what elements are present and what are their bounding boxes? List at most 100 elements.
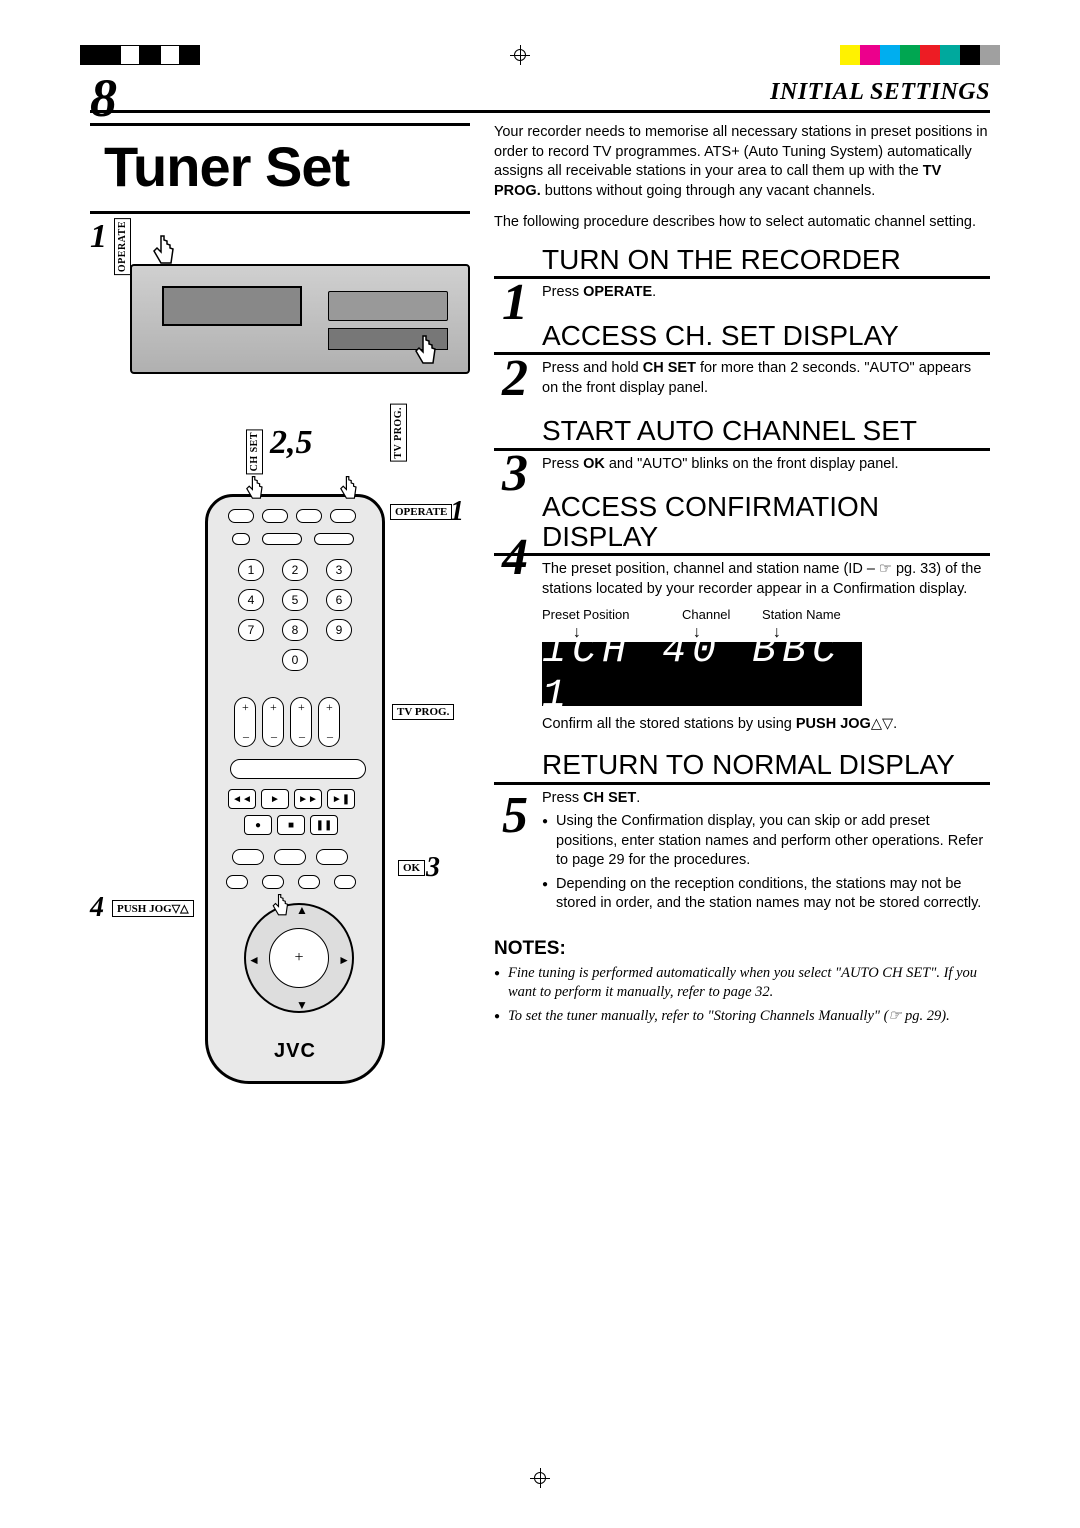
step-1: 1 TURN ON THE RECORDER Press OPERATE. xyxy=(494,245,990,303)
label-ok: OK xyxy=(398,860,425,876)
notes-heading: NOTES: xyxy=(494,938,990,960)
step-body: Press and hold CH SET for more than 2 se… xyxy=(494,359,990,398)
rewind-icon: ◄◄ xyxy=(228,789,256,809)
callout-3: 3 xyxy=(426,852,440,884)
numpad-key: 0 xyxy=(282,649,308,671)
label-tvprog-vertical: TV PROG. xyxy=(390,404,407,462)
callout-4: 4 xyxy=(90,892,104,924)
crosshair-icon xyxy=(530,1468,550,1488)
remote-rocker xyxy=(262,697,284,747)
hand-pointer-icon xyxy=(268,893,292,923)
notes-item: Fine tuning is performed automatically w… xyxy=(494,964,990,1003)
numpad-key: 9 xyxy=(326,619,352,641)
step-bullets: Using the Confirmation display, you can … xyxy=(542,812,990,914)
step-body: Press OPERATE. xyxy=(494,283,990,303)
step-number: 5 xyxy=(492,786,538,845)
remote-button xyxy=(262,509,288,523)
page-content: 8 INITIAL SETTINGS Tuner Set 1 OPERATE xyxy=(90,110,990,1204)
remote-button xyxy=(330,509,356,523)
remote-button xyxy=(228,509,254,523)
header-rule: 8 INITIAL SETTINGS xyxy=(90,110,990,113)
step-4: 4 ACCESS CONFIRMATION DISPLAY The preset… xyxy=(494,492,990,732)
remote-brand: JVC xyxy=(208,1040,382,1063)
numpad-key: 7 xyxy=(238,619,264,641)
display-labels: Preset Position Channel Station Name xyxy=(494,607,990,622)
notes-item: To set the tuner manually, refer to "Sto… xyxy=(494,1007,990,1027)
hand-pointer-icon xyxy=(148,234,178,274)
step-number: 2 xyxy=(492,349,538,408)
page-number: 8 xyxy=(90,67,117,129)
step-title: TURN ON THE RECORDER xyxy=(494,245,990,279)
intro-paragraph-2: The following procedure describes how to… xyxy=(494,213,990,233)
numpad-key: 5 xyxy=(282,589,308,611)
step-number: 4 xyxy=(492,528,538,587)
callout-1-top: 1 xyxy=(90,218,107,256)
step-body: The preset position, channel and station… xyxy=(494,560,990,599)
step-body: Press CH SET. Using the Confirmation dis… xyxy=(494,789,990,914)
remote-button xyxy=(232,849,264,865)
print-registration-marks xyxy=(0,40,1080,70)
pause-icon: ►❚ xyxy=(327,789,355,809)
vcr-cassette-slot xyxy=(162,286,302,326)
display-text: 1CH 40 BBC 1 xyxy=(542,629,862,719)
page-title: Tuner Set xyxy=(104,134,470,199)
remote-button xyxy=(262,533,302,545)
numpad-key: 3 xyxy=(326,559,352,581)
numpad-key: 6 xyxy=(326,589,352,611)
hand-pointer-icon xyxy=(336,475,360,507)
remote-button xyxy=(296,509,322,523)
down-arrow-icon: ↓ xyxy=(772,624,788,642)
remote-jog-center: + xyxy=(269,928,329,988)
step-title: START AUTO CHANNEL SET xyxy=(494,416,990,450)
hand-pointer-icon xyxy=(242,475,266,507)
bullet-item: Using the Confirmation display, you can … xyxy=(542,812,990,871)
diagram-area: 1 OPERATE 2,5 CH SET TV PROG. xyxy=(90,224,470,1204)
left-column: Tuner Set 1 OPERATE 2,5 xyxy=(90,123,470,1204)
remote-rocker xyxy=(290,697,312,747)
pause2-icon: ❚❚ xyxy=(310,815,338,835)
step-3: 3 START AUTO CHANNEL SET Press OK and "A… xyxy=(494,416,990,474)
remote-rocker xyxy=(234,697,256,747)
hand-pointer-icon xyxy=(410,334,440,374)
step-2: 2 ACCESS CH. SET DISPLAY Press and hold … xyxy=(494,321,990,399)
remote-button xyxy=(232,533,250,545)
lcd-display-panel: ↓ ↓ ↓ 1CH 40 BBC 1 xyxy=(542,642,862,706)
ffwd-icon: ►► xyxy=(294,789,322,809)
play-icon: ► xyxy=(261,789,289,809)
section-label: INITIAL SETTINGS xyxy=(770,79,990,106)
label-chset-vertical: CH SET xyxy=(246,429,263,474)
numpad-key: 1 xyxy=(238,559,264,581)
callout-2-5: 2,5 xyxy=(270,424,313,462)
remote-button xyxy=(274,849,306,865)
remote-numpad: 123 456 7890 xyxy=(238,559,354,671)
step-title: RETURN TO NORMAL DISPLAY xyxy=(494,750,990,784)
label-pushjog: PUSH JOG▽△ xyxy=(112,900,194,917)
color-bars xyxy=(840,45,1000,65)
remote-button xyxy=(262,875,284,889)
step-5: 5 RETURN TO NORMAL DISPLAY Press CH SET.… xyxy=(494,750,990,914)
down-arrow-icon: ↓ xyxy=(692,624,708,642)
title-box: Tuner Set xyxy=(90,123,470,214)
crosshair-icon xyxy=(510,45,530,65)
remote-wide-button xyxy=(230,759,366,779)
numpad-key: 2 xyxy=(282,559,308,581)
step-body: Press OK and "AUTO" blinks on the front … xyxy=(494,455,990,475)
mono-bars xyxy=(80,45,200,65)
display-label: Channel xyxy=(682,607,762,622)
remote-button xyxy=(316,849,348,865)
record-icon: ● xyxy=(244,815,272,835)
stop-icon: ■ xyxy=(277,815,305,835)
label-operate: OPERATE xyxy=(390,504,452,520)
numpad-key: 8 xyxy=(282,619,308,641)
bullet-item: Depending on the reception conditions, t… xyxy=(542,875,990,914)
display-label: Preset Position xyxy=(542,607,682,622)
vcr-controls xyxy=(328,291,448,321)
step-title: ACCESS CONFIRMATION DISPLAY xyxy=(494,492,990,556)
remote-rocker xyxy=(318,697,340,747)
label-tvprog: TV PROG. xyxy=(392,704,454,720)
remote-button xyxy=(314,533,354,545)
down-arrow-icon: ↓ xyxy=(572,624,588,642)
remote-transport-row: ◄◄ ► ►► ►❚ xyxy=(228,789,355,809)
intro-paragraph-1: Your recorder needs to memorise all nece… xyxy=(494,123,990,201)
numpad-key: 4 xyxy=(238,589,264,611)
